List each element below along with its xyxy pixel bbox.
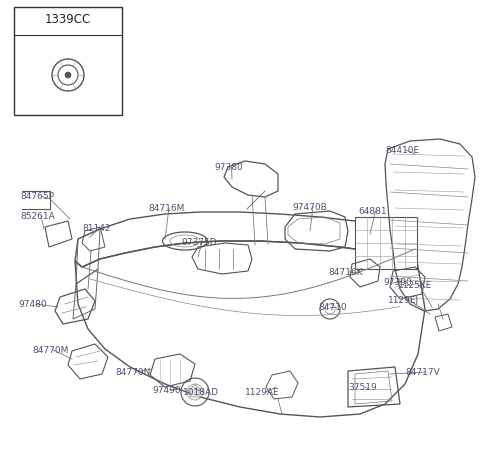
Text: 1339CC: 1339CC — [45, 13, 91, 26]
Text: 84716K: 84716K — [328, 268, 362, 276]
Text: 97490: 97490 — [152, 385, 180, 394]
Text: 84770N: 84770N — [115, 367, 150, 376]
Text: 85261A: 85261A — [20, 212, 55, 221]
Text: 97380: 97380 — [214, 162, 243, 172]
Text: 64881: 64881 — [358, 207, 386, 216]
Text: 97390: 97390 — [383, 278, 412, 286]
Bar — [355, 217, 417, 269]
Text: 1018AD: 1018AD — [183, 387, 219, 396]
Text: 97375D: 97375D — [181, 238, 216, 247]
Text: 81142: 81142 — [82, 223, 110, 233]
Text: 1125KE: 1125KE — [398, 280, 432, 289]
Text: 84770M: 84770M — [32, 345, 68, 354]
Text: 97470B: 97470B — [292, 202, 327, 212]
Text: 84765P: 84765P — [20, 192, 54, 201]
Bar — [14, 8, 122, 116]
Text: 1129AE: 1129AE — [245, 387, 280, 396]
Text: 37519: 37519 — [348, 382, 377, 391]
Text: 84717V: 84717V — [405, 367, 440, 376]
Text: 97480: 97480 — [18, 299, 47, 308]
Polygon shape — [190, 384, 200, 397]
Circle shape — [65, 73, 71, 79]
Text: 84710: 84710 — [318, 302, 347, 311]
Text: 1129EJ: 1129EJ — [388, 295, 419, 304]
Text: 84716M: 84716M — [148, 203, 184, 212]
Text: 84410E: 84410E — [385, 146, 419, 155]
